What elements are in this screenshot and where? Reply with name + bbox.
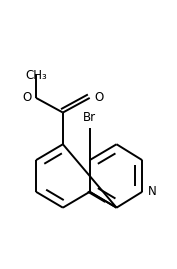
- Text: Br: Br: [83, 111, 96, 124]
- Text: O: O: [22, 91, 32, 104]
- Text: CH₃: CH₃: [25, 69, 47, 82]
- Text: O: O: [94, 91, 103, 104]
- Text: N: N: [147, 185, 156, 198]
